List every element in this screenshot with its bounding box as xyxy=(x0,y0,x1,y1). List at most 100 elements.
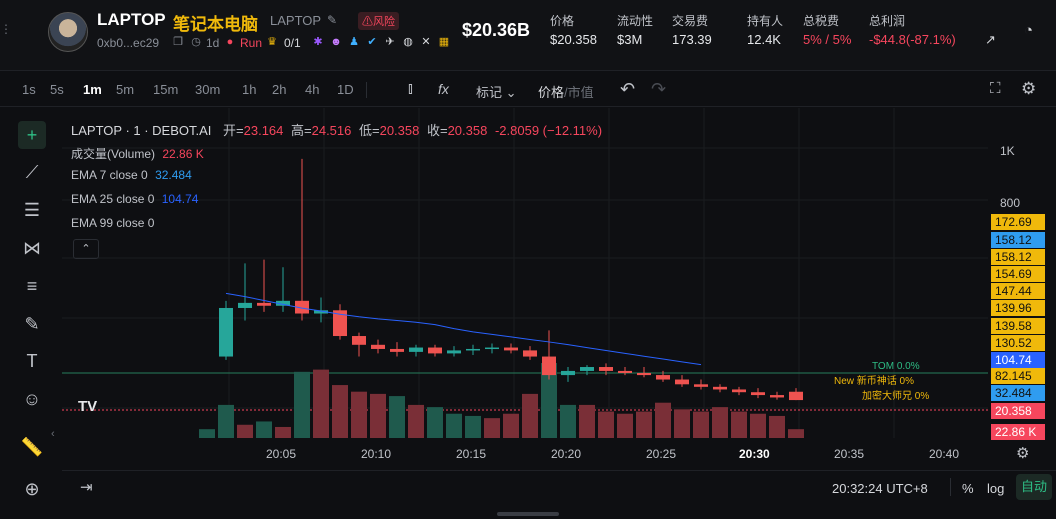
function-icon[interactable]: fx xyxy=(438,81,449,97)
candle-body xyxy=(390,348,404,352)
brush-icon[interactable]: ✎ xyxy=(24,314,40,334)
token-name: 笔记本电脑 xyxy=(173,15,258,34)
time-tick-label: 20:10 xyxy=(361,447,392,461)
ema25-legend: EMA 25 close 0 104.74 xyxy=(71,192,198,206)
price-chart[interactable] xyxy=(62,108,1056,468)
stat-label: 交易费 xyxy=(672,14,709,28)
warning-icon: ⚠ xyxy=(362,16,373,28)
legend-open-label: 开= xyxy=(223,123,244,138)
timeframe-4h[interactable]: 4h xyxy=(305,82,320,97)
crosshair-icon[interactable]: + xyxy=(18,121,46,149)
zoom-in-icon[interactable]: ⊕ xyxy=(24,479,40,499)
timeframe-1D[interactable]: 1D xyxy=(337,82,354,97)
timeframe-1s[interactable]: 1s xyxy=(22,82,36,97)
bell-icon[interactable]: ◔ xyxy=(1024,22,1034,39)
stat-value: 12.4K xyxy=(747,32,781,47)
volume-bar xyxy=(218,404,234,438)
token-header xyxy=(0,0,1056,71)
horizontal-lines-icon[interactable]: ☰ xyxy=(23,200,41,220)
candle-body xyxy=(675,379,689,385)
legend-open: 23.164 xyxy=(243,123,284,138)
candle-body xyxy=(542,356,556,376)
timeframe-2h[interactable]: 2h xyxy=(272,82,287,97)
stat-label: 持有人 xyxy=(747,14,784,28)
price-tag: 32.484 xyxy=(991,385,1045,401)
volume-bar xyxy=(769,415,785,438)
volume-bar xyxy=(560,404,576,438)
chart-legend: LAPTOP · 1 · DEBOT.AI 开=23.164 高=24.516 … xyxy=(71,120,602,139)
chevron-down-icon: ⌄ xyxy=(505,85,517,100)
settings-icon[interactable]: ⚙ xyxy=(1021,79,1037,98)
stat-label: 价格 xyxy=(550,14,575,28)
globe-icon[interactable]: ◍ xyxy=(403,36,413,48)
people-icon[interactable]: ♟ xyxy=(349,36,359,48)
verified-icon[interactable]: ✔ xyxy=(367,36,377,48)
log-toggle[interactable]: log xyxy=(987,481,1005,496)
auto-toggle[interactable]: 自动 xyxy=(1016,474,1052,500)
emoji-icon[interactable]: ☺ xyxy=(22,389,42,409)
legend-title: LAPTOP · 1 · DEBOT.AI xyxy=(71,123,212,138)
price-tag: 139.58 xyxy=(991,318,1045,334)
timeframe-1m[interactable]: 1m xyxy=(83,82,102,97)
panel-collapse-icon[interactable]: ‹ xyxy=(51,428,55,440)
menu-icon[interactable]: ⋮ xyxy=(0,22,12,36)
volume-bar xyxy=(332,385,348,438)
legend-high: 24.516 xyxy=(311,123,352,138)
volume-bar xyxy=(522,393,538,438)
risk-badge[interactable]: ⚠风险 xyxy=(358,12,399,30)
candle-body xyxy=(219,307,233,357)
timeframe-1h[interactable]: 1h xyxy=(242,82,257,97)
price-tag: 154.69 xyxy=(991,266,1045,282)
trendline-icon[interactable]: ⟋ xyxy=(25,162,39,182)
ruler-icon[interactable]: 📏 xyxy=(20,437,44,457)
candle-type-icon[interactable]: ⫾ xyxy=(408,80,413,97)
axis-settings-icon[interactable]: ⚙ xyxy=(1016,445,1030,462)
collapse-legend-button[interactable]: ⌃ xyxy=(73,239,99,259)
volume-value: 22.86 K xyxy=(162,147,204,161)
stat-value: 5% / 5% xyxy=(803,32,852,47)
ema99-label: EMA 99 close 0 xyxy=(71,216,155,230)
candle-body xyxy=(637,372,651,376)
ema7-label: EMA 7 close 0 xyxy=(71,168,148,182)
risk-badge-label: 风险 xyxy=(373,16,395,28)
indicators-menu[interactable]: 标记 ⌄ xyxy=(476,82,517,101)
price-mcap-toggle[interactable]: 价格/市值 xyxy=(538,85,594,100)
timeframe-15m[interactable]: 15m xyxy=(153,82,179,97)
telegram-icon[interactable]: ✈ xyxy=(385,36,395,48)
twitter-x-icon[interactable]: ✕ xyxy=(421,36,431,48)
undo-icon[interactable]: ↶ xyxy=(620,79,636,99)
date-range-icon[interactable]: ⇥ xyxy=(80,479,93,496)
separator xyxy=(366,82,367,98)
redo-icon[interactable]: ↷ xyxy=(651,79,667,99)
price-tag: 130.52 xyxy=(991,335,1045,351)
percent-toggle[interactable]: % xyxy=(962,481,974,496)
copy-icon[interactable]: ❐ xyxy=(173,36,183,48)
token-symbol: LAPTOP xyxy=(270,13,322,28)
legend-low-label: 低= xyxy=(359,123,380,138)
group-icon[interactable]: ☻ xyxy=(330,36,342,48)
scroll-handle[interactable] xyxy=(497,512,559,516)
text-icon[interactable]: T xyxy=(26,351,38,371)
bug-icon[interactable]: ✱ xyxy=(313,36,323,48)
volume-bar xyxy=(351,391,367,438)
candle-body xyxy=(561,370,575,376)
volume-bar xyxy=(750,413,766,438)
timeframe-5m[interactable]: 5m xyxy=(116,82,135,97)
volume-bar xyxy=(275,426,291,438)
volume-bar xyxy=(313,369,329,438)
fullscreen-icon[interactable]: ⛶ xyxy=(990,80,1001,97)
timeframe-5s[interactable]: 5s xyxy=(50,82,64,97)
edit-icon[interactable]: ✎ xyxy=(327,13,338,27)
mcap-toggle[interactable]: 市值 xyxy=(567,85,594,100)
external-link-icon[interactable]: ↗ xyxy=(985,32,996,47)
fib-icon[interactable]: ≡ xyxy=(26,276,38,296)
run-label[interactable]: Run xyxy=(240,36,263,50)
time-tick-label: 20:40 xyxy=(929,447,960,461)
price-toggle[interactable]: 价格 xyxy=(538,85,565,100)
timeframe-30m[interactable]: 30m xyxy=(195,82,221,97)
ema7-value: 32.484 xyxy=(155,168,192,182)
chart-link-icon[interactable]: ▦ xyxy=(438,36,450,48)
volume-bar xyxy=(598,411,614,438)
pattern-icon[interactable]: ⋈ xyxy=(23,238,41,258)
run-icon: ● xyxy=(226,36,234,48)
